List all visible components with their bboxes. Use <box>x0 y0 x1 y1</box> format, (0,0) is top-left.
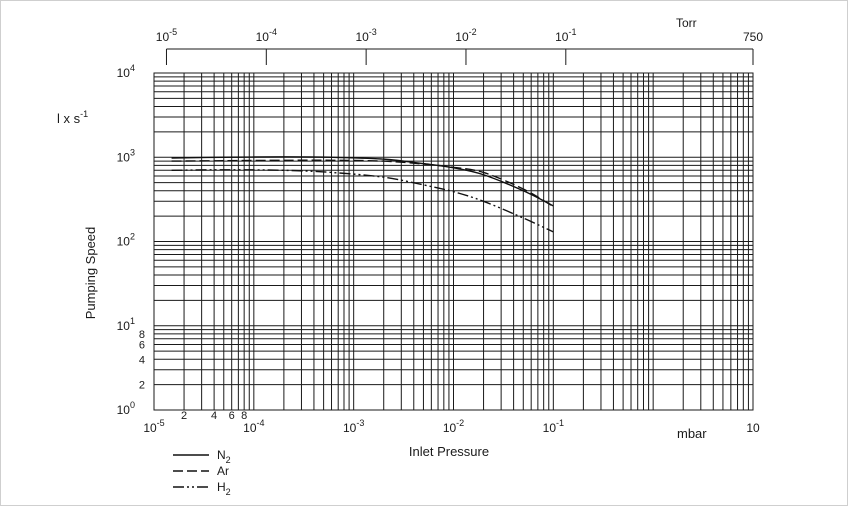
y-tick-label: 103 <box>117 147 135 164</box>
x-tick-label: 2 <box>181 410 187 422</box>
x-tick-label: 4 <box>211 410 217 422</box>
x-tick-label: 6 <box>229 410 235 422</box>
series-lines <box>171 156 554 233</box>
x-tick-label: 8 <box>241 410 247 422</box>
top-tick-label: 10-4 <box>256 27 277 44</box>
x-axis-label: Inlet Pressure <box>409 444 489 459</box>
y-tick-label: 100 <box>117 400 135 417</box>
top-tick-label: 10-2 <box>455 27 476 44</box>
y-axis-label: Pumping Speed <box>83 227 98 320</box>
series-line-n2 <box>171 156 554 207</box>
y-tick-label: 4 <box>139 354 145 366</box>
axis-labels: Pumping Speed Inlet Pressure mbar Torr l… <box>57 16 707 459</box>
x-tick-label: 10-2 <box>443 418 464 435</box>
legend-label-n2: N2 <box>217 448 231 465</box>
x-tick-label: 10 <box>746 421 760 435</box>
y-tick-label: 102 <box>117 232 135 249</box>
top-tick-label: 10-1 <box>555 27 576 44</box>
y-tick-label: 104 <box>117 63 135 80</box>
x-tick-label: 10-5 <box>143 418 164 435</box>
plot-border <box>153 72 754 411</box>
grid <box>153 72 754 411</box>
y-tick-label: 2 <box>139 380 145 392</box>
x-axis-unit: mbar <box>677 426 707 441</box>
y-tick-label: 101 <box>117 316 135 333</box>
tick-labels: 10-52 4 6 810-4 10-3 10-2 10-1 1010024681011021… <box>117 63 760 435</box>
series-line-ar <box>171 159 554 208</box>
legend-label-ar: Ar <box>217 464 229 478</box>
x-tick-label: 10-4 <box>243 418 264 435</box>
top-torr-axis: 10-5 10-4 10-3 10-2 10-1 750 <box>156 27 763 65</box>
top-tick-label: 10-5 <box>156 27 177 44</box>
y-axis-unit: l x s-1 <box>57 109 88 126</box>
y-tick-label: 8 <box>139 329 145 341</box>
x-tick-label: 10-1 <box>543 418 564 435</box>
series-line-h2 <box>171 169 554 233</box>
x-tick-label: 10-3 <box>343 418 364 435</box>
top-tick-label: 10-3 <box>355 27 376 44</box>
top-axis-unit: Torr <box>676 16 697 30</box>
top-tick-label: 750 <box>743 30 763 44</box>
y-tick-label: 6 <box>139 339 145 351</box>
legend-label-h2: H2 <box>217 480 231 497</box>
